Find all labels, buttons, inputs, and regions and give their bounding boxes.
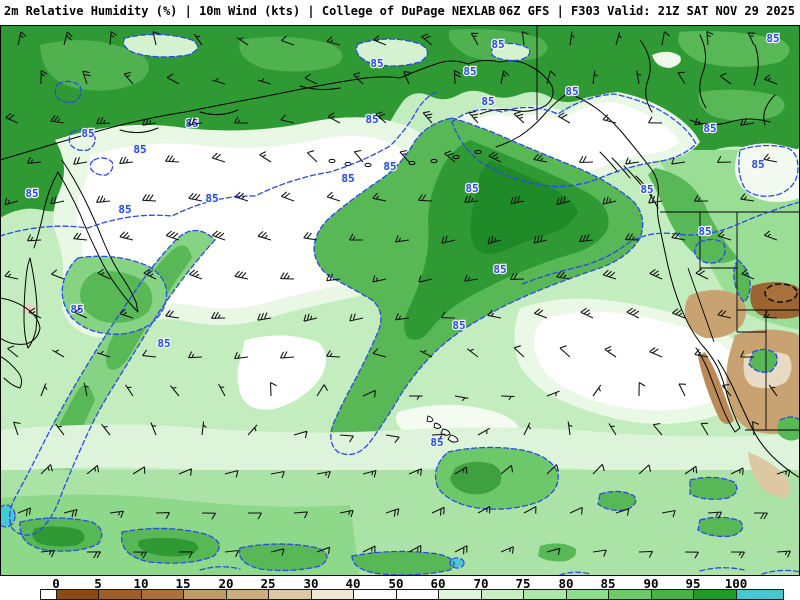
colorbar-tick-label: 80 xyxy=(558,576,574,591)
colorbar-tick-label: 90 xyxy=(643,576,659,591)
dry-area-ellipse xyxy=(764,283,798,303)
contours-85 xyxy=(0,33,800,576)
colorbar-segment xyxy=(566,589,609,600)
contour-label-85: 85 xyxy=(491,38,504,51)
colorbar-tick-label: 10 xyxy=(133,576,149,591)
contour-label-85: 85 xyxy=(383,160,396,173)
colorbar-tick-label: 15 xyxy=(175,576,191,591)
contour-label-85: 85 xyxy=(118,203,131,216)
contour-label-85: 85 xyxy=(157,337,170,350)
contour-label-85: 85 xyxy=(370,57,383,70)
rh-shading xyxy=(0,25,800,577)
colorbar-segment xyxy=(736,589,784,600)
colorbar-tick-label: 85 xyxy=(600,576,616,591)
colorbar xyxy=(0,589,800,600)
colorbar-tick-label: 25 xyxy=(260,576,276,591)
contour-label-85: 85 xyxy=(133,143,146,156)
colorbar-segment xyxy=(693,589,737,600)
colorbar-segment xyxy=(396,589,439,600)
contour-label-85: 85 xyxy=(341,172,354,185)
contour-label-85: 85 xyxy=(205,192,218,205)
colorbar-tick-label: 60 xyxy=(430,576,446,591)
colorbar-tick-label: 5 xyxy=(94,576,102,591)
colorbar-tick-label: 100 xyxy=(724,576,748,591)
map-canvas: 85 85 85 85 85 85 85 85 85 85 85 85 85 85 85 85 85 85 85 85… xyxy=(0,25,800,577)
contour-label-85: 85 xyxy=(81,127,94,140)
colorbar-segment xyxy=(651,589,694,600)
wind-barb-glyphs xyxy=(4,31,791,559)
contour-label-85: 85 xyxy=(25,187,38,200)
wind-barbs xyxy=(4,31,791,559)
contour-label-85: 85 xyxy=(640,183,653,196)
contour-label-85: 85 xyxy=(452,319,465,332)
colorbar-tick-label: 0 xyxy=(52,576,60,591)
colorbar-segment xyxy=(523,589,567,600)
contour-label-85: 85 xyxy=(565,85,578,98)
contour-label-85: 85 xyxy=(365,113,378,126)
contour-label-85: 85 xyxy=(493,263,506,276)
colorbar-tick-label: 70 xyxy=(473,576,489,591)
colorbar-segment xyxy=(438,589,482,600)
contour-label-85: 85 xyxy=(430,436,443,449)
product-title: 2m Relative Humidity (%) | 10m Wind (kts… xyxy=(4,4,496,18)
colorbar-segment xyxy=(40,589,57,600)
contour-label-85: 85 xyxy=(465,182,478,195)
contour-labels: 85 85 85 85 85 85 85 85 85 85 85 85 85 85 85 85 85 85 85 85… xyxy=(24,31,781,451)
colorbar-segment xyxy=(183,589,227,600)
colorbar-ticks: 0 5 10 15 20 25 30 40 50 60 70 75 80 85 90 95 100 xyxy=(0,576,800,591)
contour-label-85: 85 xyxy=(766,32,779,45)
contour-label-85: 85 xyxy=(481,95,494,108)
colorbar-tick-label: 30 xyxy=(303,576,319,591)
colorbar-segment xyxy=(353,589,397,600)
colorbar-segment xyxy=(226,589,269,600)
colorbar-tick-label: 40 xyxy=(345,576,361,591)
colorbar-tick-label: 50 xyxy=(388,576,404,591)
colorbar-tick-label: 20 xyxy=(218,576,234,591)
state-borders xyxy=(536,25,800,431)
colorbar-segment xyxy=(608,589,652,600)
contour-label-85: 85 xyxy=(751,158,764,171)
contour-label-85: 85 xyxy=(463,65,476,78)
contour-label-85: 85 xyxy=(70,303,83,316)
colorbar-segment xyxy=(56,589,99,600)
colorbar-tick-label: 75 xyxy=(515,576,531,591)
colorbar-segment xyxy=(268,589,312,600)
contour-label-85: 85 xyxy=(698,225,711,238)
contour-label-85: 85 xyxy=(703,122,716,135)
colorbar-segment xyxy=(141,589,184,600)
colorbar-tick-label: 95 xyxy=(685,576,701,591)
coastlines xyxy=(0,34,800,479)
colorbar-segment xyxy=(481,589,524,600)
model-run-valid-time: 06Z GFS | F303 Valid: 21Z SAT NOV 29 202… xyxy=(498,4,795,18)
colorbar-segment xyxy=(98,589,142,600)
title-bar: 2m Relative Humidity (%) | 10m Wind (kts… xyxy=(0,0,800,25)
colorbar-segment xyxy=(311,589,354,600)
